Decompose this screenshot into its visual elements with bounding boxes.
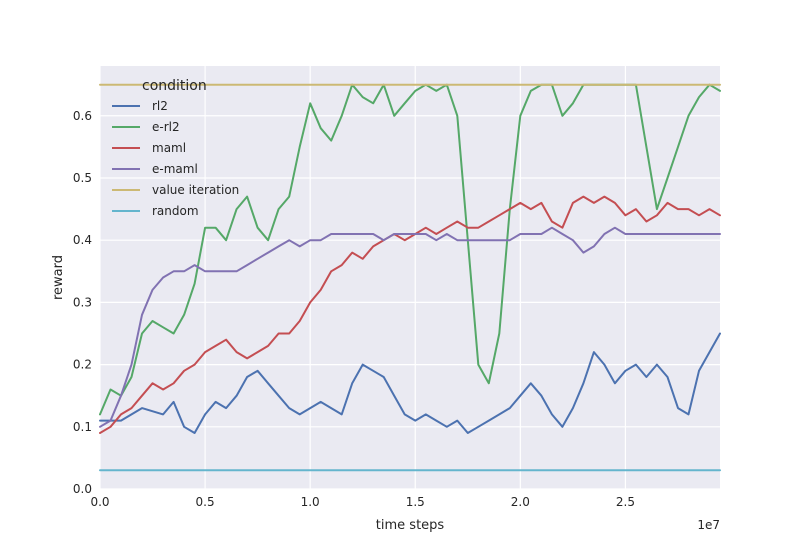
series-line-e-maml — [99, 226, 721, 428]
tick-labels: 0.0 0.5 1.0 1.5 2.0 2.5 0.0 0.1 0.2 0.3 0.4 0.5 0.6 — [73, 109, 635, 509]
legend-title: condition — [142, 78, 207, 94]
x-tick-label: 0.5 — [196, 495, 215, 509]
x-tick-label: 1.5 — [406, 495, 425, 509]
series-line-rl2 — [99, 332, 721, 434]
series-layer — [99, 83, 721, 472]
x-tick-label: 1.0 — [301, 495, 320, 509]
y-tick-label: 0.4 — [73, 233, 92, 247]
x-axis-label: time steps — [376, 518, 445, 533]
legend-label: e-rl2 — [152, 120, 180, 134]
y-tick-label: 0.6 — [73, 109, 92, 123]
y-tick-label: 0.2 — [73, 358, 92, 372]
legend-label: e-maml — [152, 162, 198, 176]
y-tick-label: 0.5 — [73, 171, 92, 185]
y-tick-label: 0.1 — [73, 420, 92, 434]
series-line-maml — [99, 195, 721, 434]
x-tick-label: 2.5 — [616, 495, 635, 509]
plot-area — [100, 66, 720, 489]
legend-label: value iteration — [152, 183, 239, 197]
legend-label: maml — [152, 141, 186, 155]
legend-label: rl2 — [152, 99, 168, 113]
y-tick-label: 0.0 — [73, 482, 92, 496]
y-axis-label: reward — [51, 255, 66, 300]
x-tick-label: 2.0 — [511, 495, 530, 509]
legend-label: random — [152, 204, 199, 218]
y-tick-label: 0.3 — [73, 295, 92, 309]
x-axis-offset-label: 1e7 — [697, 518, 720, 532]
legend: condition rl2 e-rl2 maml e-maml value iterat… — [112, 78, 239, 218]
x-tick-label: 0.0 — [90, 495, 109, 509]
